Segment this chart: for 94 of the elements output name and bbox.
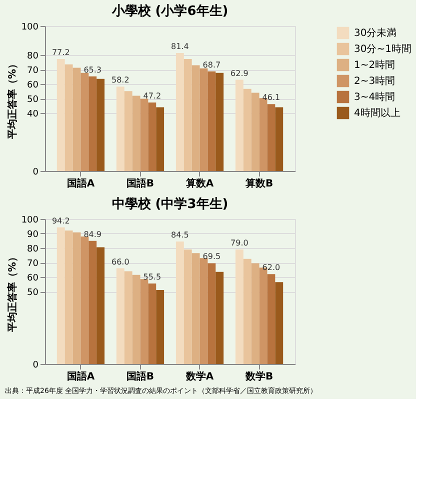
data-label: 81.4 [171,42,189,51]
bar [88,76,97,171]
y-tick-label: 50 [27,95,39,105]
y-tick-label: 60 [27,80,39,90]
bar [56,227,65,364]
bar [192,253,200,364]
data-label: 55.5 [143,272,162,282]
bar [88,240,97,364]
bar [267,104,276,171]
bar [200,68,208,171]
data-label: 68.7 [202,60,221,70]
x-tick-label: 国語B [126,370,154,382]
bar [200,258,208,364]
bar [56,59,65,171]
data-label: 84.9 [84,230,102,239]
y-tick-label: 0 [32,360,39,370]
y-tick-label: 90 [27,230,39,240]
y-tick-label: 50 [27,288,39,298]
bar [156,290,164,364]
chart-title: 中學校 (中学3年生) [112,196,228,212]
bar [275,107,284,171]
bar [96,78,105,171]
y-tick-label: 80 [27,52,39,62]
bar [216,72,224,171]
data-label: 62.0 [262,263,280,272]
bar [216,272,224,364]
y-tick-label: 70 [27,259,39,269]
bar [116,268,124,364]
data-label: 79.0 [230,238,248,248]
legend-label: 3~4時間 [354,91,396,103]
bar [140,98,148,171]
y-tick-label: 70 [27,66,39,76]
data-label: 65.3 [84,65,102,74]
x-tick-label: 数学B [244,370,274,382]
bar [156,107,164,171]
bar [132,274,140,364]
bar [116,86,124,171]
bar [64,230,73,364]
bar [176,241,184,364]
legend-label: 30分~1時間 [354,43,412,55]
bar [80,72,89,171]
x-tick-label: 数学A [184,370,214,382]
bar [72,68,81,171]
bar [124,271,132,364]
bar [192,65,200,171]
data-label: 94.2 [52,216,70,226]
data-label: 46.1 [262,93,280,102]
bar [132,96,140,171]
x-tick-label: 算数A [184,178,214,190]
bar [243,88,252,171]
x-tick-label: 国語A [66,370,95,382]
legend-label: 30分未満 [354,27,397,39]
x-tick-label: 国語B [126,178,154,190]
chart-title: 小學校 (小学6年生) [110,3,228,19]
bar [208,71,216,171]
y-axis-title: 平均正答率（%） [6,58,18,140]
bar [72,232,81,364]
legend-label: 2~3時間 [354,75,396,87]
bar [267,274,276,364]
data-label: 62.9 [230,68,248,78]
bar [251,92,260,171]
legend-label: 1~2時間 [354,59,396,71]
data-label: 66.0 [111,257,130,266]
bar [64,64,73,171]
y-tick-label: 100 [21,22,39,32]
x-tick-label: 国語A [66,178,95,190]
x-tick-label: 算数B [244,178,274,190]
bar [148,284,156,364]
y-tick-label: 0 [32,168,39,178]
bar [275,282,284,364]
bar [208,263,216,364]
data-label: 47.2 [143,92,162,101]
bar [124,91,132,171]
y-tick-label: 60 [27,274,39,284]
data-label: 84.5 [171,230,189,240]
data-label: 58.2 [111,76,130,85]
bar [148,102,156,171]
bar [80,236,89,364]
bar [251,263,260,364]
bar [176,52,184,171]
y-axis-title: 平均正答率（%） [6,252,18,334]
bar [184,249,192,364]
bar [243,258,252,364]
data-label: 69.5 [202,252,221,262]
bar [184,59,192,171]
bar [140,279,148,364]
y-tick-label: 40 [27,110,39,120]
data-label: 77.2 [52,48,70,58]
bar [96,247,105,364]
legend-label: 4時間以上 [354,107,400,119]
y-tick-label: 80 [27,244,39,254]
bar [235,249,244,364]
bar [235,80,244,171]
y-tick-label: 100 [21,216,39,226]
